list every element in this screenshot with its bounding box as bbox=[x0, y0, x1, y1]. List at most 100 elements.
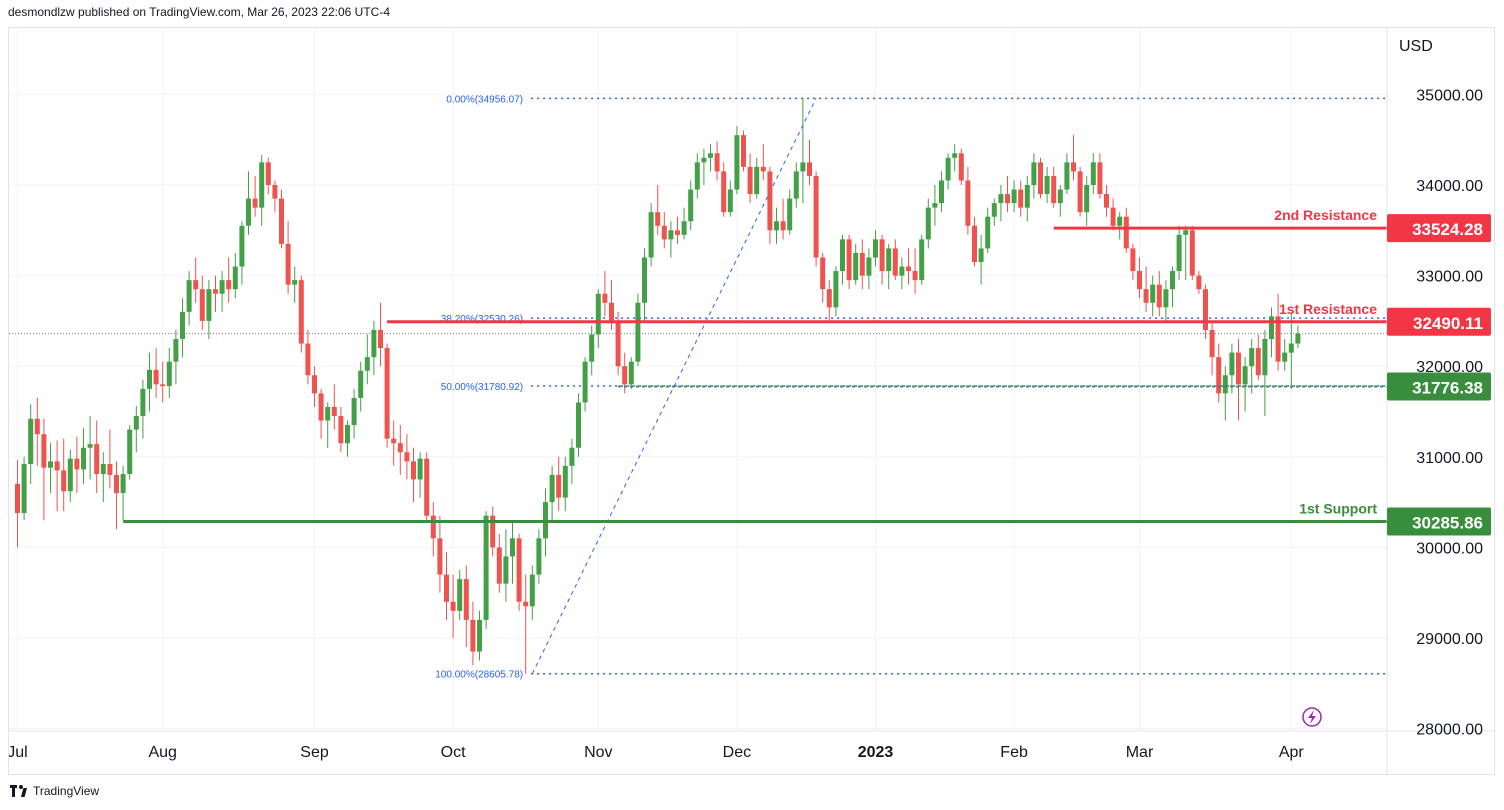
candle-down bbox=[906, 266, 911, 272]
y-tick-label: 33000.00 bbox=[1416, 269, 1483, 286]
x-tick-label: Oct bbox=[441, 744, 466, 761]
x-tick-label: Dec bbox=[723, 744, 751, 761]
chart-frame[interactable]: 0.00%(34956.07) 38.20%(32530.26) 50.00%(31… bbox=[8, 27, 1495, 775]
candle-down bbox=[609, 302, 614, 321]
x-tick-label: 2023 bbox=[858, 744, 894, 761]
candle-down bbox=[318, 393, 324, 421]
candle-up bbox=[510, 538, 515, 557]
candle-up bbox=[166, 361, 172, 387]
candle-up bbox=[569, 447, 575, 466]
candle-down bbox=[780, 221, 786, 231]
candle-up bbox=[364, 357, 370, 371]
candle-up bbox=[628, 361, 634, 385]
x-tick-label: Jul bbox=[9, 744, 28, 761]
candle-down bbox=[972, 225, 977, 263]
candle-down bbox=[391, 438, 397, 444]
price-tag-label: 30285.86 bbox=[1412, 514, 1483, 533]
candle-down bbox=[1236, 352, 1241, 385]
candle-down bbox=[94, 444, 100, 475]
candle-down bbox=[193, 280, 199, 290]
candle-up bbox=[1031, 162, 1037, 185]
candle-up bbox=[371, 329, 377, 358]
candle-up bbox=[133, 416, 139, 430]
candle-up bbox=[1288, 343, 1294, 353]
price-tag bbox=[1387, 214, 1491, 243]
lightning-icon-ring bbox=[1302, 707, 1322, 727]
y-tick-label: 28000.00 bbox=[1416, 722, 1483, 739]
candle-up bbox=[206, 289, 212, 321]
candle-down bbox=[1005, 194, 1010, 204]
candle-up bbox=[173, 339, 179, 362]
candle-up bbox=[1163, 289, 1169, 308]
candle-down bbox=[1097, 162, 1103, 195]
tradingview-logo-icon bbox=[10, 785, 28, 797]
candle-up bbox=[754, 166, 760, 195]
level-name-label: 1st Support bbox=[1299, 501, 1377, 517]
candle-down bbox=[463, 579, 469, 620]
candle-up bbox=[21, 464, 27, 513]
candle-down bbox=[305, 343, 311, 376]
candle-down bbox=[1123, 216, 1129, 249]
candle-down bbox=[1275, 316, 1281, 362]
candle-up bbox=[87, 444, 93, 448]
y-tick-label: 35000.00 bbox=[1416, 87, 1483, 104]
candle-down bbox=[1156, 284, 1162, 308]
candle-down bbox=[312, 375, 317, 394]
candle-up bbox=[899, 266, 905, 276]
price-tag-label: 33524.28 bbox=[1412, 220, 1483, 239]
candle-up bbox=[833, 271, 839, 308]
publisher-header: desmondlzw published on TradingView.com,… bbox=[8, 5, 390, 19]
candle-up bbox=[582, 361, 588, 403]
candle-up bbox=[100, 464, 106, 475]
candle-up bbox=[483, 515, 489, 620]
candle-up bbox=[292, 280, 298, 285]
candle-down bbox=[602, 293, 608, 303]
candle-up bbox=[919, 239, 925, 281]
candlestick-chart[interactable]: 0.00%(34956.07) 38.20%(32530.26) 50.00%(31… bbox=[9, 28, 1494, 774]
candle-up bbox=[681, 221, 687, 235]
candle-up bbox=[800, 162, 806, 172]
y-tick-label: 29000.00 bbox=[1416, 631, 1483, 648]
candle-up bbox=[1090, 162, 1096, 185]
candle-up bbox=[840, 239, 845, 272]
candle-up bbox=[1044, 175, 1050, 195]
candle-down bbox=[1104, 194, 1109, 208]
price-tag bbox=[1387, 372, 1491, 401]
candle-up bbox=[457, 579, 463, 611]
candle-up bbox=[246, 198, 251, 226]
candle-up bbox=[232, 266, 238, 290]
candle-up bbox=[147, 369, 152, 389]
candle-down bbox=[1071, 162, 1076, 172]
candle-down bbox=[675, 230, 680, 235]
y-tick-label: 32000.00 bbox=[1416, 359, 1483, 376]
candle-up bbox=[774, 221, 779, 231]
candle-down bbox=[397, 443, 403, 453]
candle-down bbox=[1255, 348, 1261, 376]
candle-up bbox=[1262, 339, 1268, 376]
price-tag bbox=[1387, 307, 1491, 336]
candles bbox=[15, 98, 1301, 674]
candle-up bbox=[727, 189, 733, 213]
candle-down bbox=[54, 461, 60, 471]
candle-down bbox=[1130, 248, 1136, 272]
candle-up bbox=[140, 388, 146, 417]
candle-up bbox=[1269, 316, 1274, 340]
candle-up bbox=[886, 248, 892, 272]
candle-up bbox=[81, 447, 86, 470]
candle-up bbox=[1084, 185, 1090, 213]
candle-down bbox=[879, 239, 885, 272]
candle-down bbox=[1216, 357, 1222, 394]
candle-down bbox=[767, 171, 773, 231]
candle-up bbox=[219, 280, 225, 294]
candle-down bbox=[1137, 271, 1142, 290]
candle-up bbox=[925, 207, 931, 240]
candle-up bbox=[1242, 366, 1248, 385]
candle-up bbox=[576, 402, 581, 448]
candle-up bbox=[1024, 185, 1030, 208]
candle-down bbox=[404, 452, 410, 462]
lightning-icon bbox=[1302, 707, 1322, 727]
candle-up bbox=[48, 461, 53, 468]
candle-down bbox=[490, 515, 496, 548]
candle-up bbox=[1222, 375, 1228, 394]
candle-down bbox=[252, 198, 258, 208]
